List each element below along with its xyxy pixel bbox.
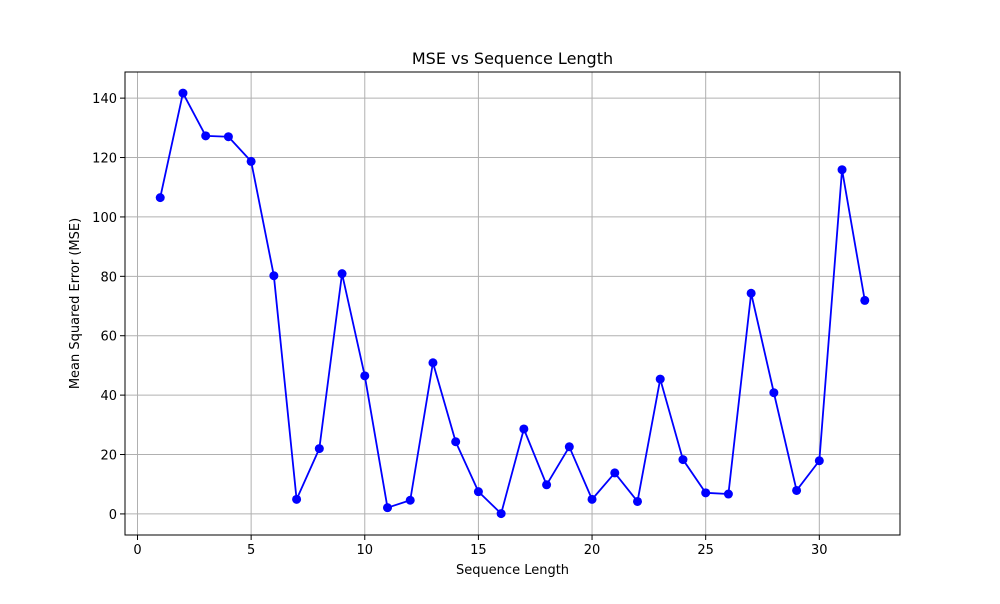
y-tick-label: 60: [100, 330, 117, 345]
plot-frame: [124, 71, 901, 536]
data-point: [314, 444, 324, 454]
tick-layer: 0 5 10 15 20 25 30 0 20 40 60 80 100 120 140: [92, 92, 827, 558]
data-point: [360, 371, 370, 381]
data-point: [428, 358, 438, 368]
data-point: [542, 480, 552, 490]
data-point: [792, 485, 802, 495]
y-tick-label: 140: [92, 92, 117, 107]
data-point: [155, 193, 165, 203]
data-point: [473, 487, 483, 497]
data-point: [451, 437, 461, 447]
data-point: [223, 132, 233, 142]
data-point: [564, 442, 574, 452]
data-point: [860, 295, 870, 305]
y-tick-label: 100: [92, 211, 117, 226]
data-point: [178, 88, 188, 98]
data-point: [723, 489, 733, 499]
data-point: [769, 388, 779, 398]
data-point: [496, 509, 506, 519]
x-tick-label: 15: [470, 543, 487, 558]
data-point: [246, 156, 256, 166]
y-tick-label: 80: [100, 270, 117, 285]
data-point: [269, 271, 279, 281]
data-point: [292, 494, 302, 504]
y-tick-label: 120: [92, 152, 117, 167]
data-point: [633, 496, 642, 506]
y-tick-label: 20: [100, 449, 117, 464]
series-layer: [155, 88, 870, 519]
data-point: [701, 488, 711, 498]
series-line: [159, 92, 866, 515]
data-point: [678, 455, 688, 465]
data-point: [837, 165, 847, 175]
x-tick-label: 25: [697, 543, 714, 558]
data-point: [519, 424, 529, 434]
x-tick-label: 0: [133, 543, 141, 558]
data-point: [655, 374, 665, 384]
data-point: [337, 269, 347, 279]
data-point: [201, 131, 211, 141]
data-point: [383, 503, 392, 513]
x-tick-label: 20: [584, 543, 601, 558]
y-axis-label: Mean Squared Error (MSE): [68, 218, 83, 389]
data-point: [746, 288, 756, 298]
x-tick-label: 10: [356, 543, 373, 558]
data-point: [610, 468, 620, 478]
data-point: [814, 456, 824, 466]
data-point: [587, 494, 597, 504]
x-axis-label: Sequence Length: [456, 563, 569, 578]
x-tick-label: 5: [247, 543, 255, 558]
data-point: [405, 495, 415, 505]
x-tick-label: 30: [811, 543, 828, 558]
y-tick-label: 0: [109, 508, 117, 523]
y-tick-label: 40: [100, 389, 117, 404]
chart-title: MSE vs Sequence Length: [412, 49, 613, 68]
